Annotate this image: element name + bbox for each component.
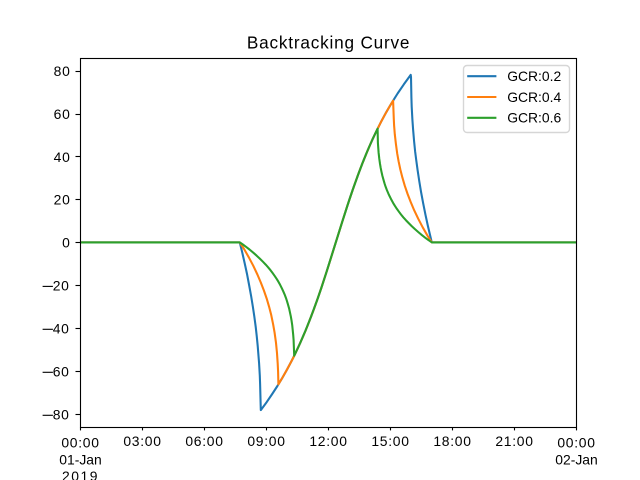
svg-text:GCR:0.4: GCR:0.4 bbox=[507, 89, 561, 105]
svg-text:12:00: 12:00 bbox=[309, 433, 347, 449]
svg-text:40: 40 bbox=[53, 321, 70, 337]
svg-text:40: 40 bbox=[54, 149, 71, 165]
svg-text:60: 60 bbox=[53, 364, 70, 380]
svg-text:80: 80 bbox=[53, 407, 70, 423]
svg-text:60: 60 bbox=[54, 106, 71, 122]
svg-text:18:00: 18:00 bbox=[433, 433, 471, 449]
svg-text:00:00: 00:00 bbox=[61, 435, 99, 451]
svg-text:21:00: 21:00 bbox=[495, 433, 533, 449]
svg-text:15:00: 15:00 bbox=[371, 433, 409, 449]
svg-text:20: 20 bbox=[54, 192, 71, 208]
svg-text:GCR:0.2: GCR:0.2 bbox=[507, 68, 561, 84]
svg-text:06:00: 06:00 bbox=[185, 433, 223, 449]
svg-text:GCR:0.6: GCR:0.6 bbox=[507, 110, 561, 126]
svg-text:0: 0 bbox=[62, 235, 70, 251]
svg-text:01-Jan: 01-Jan bbox=[59, 451, 101, 467]
svg-text:20: 20 bbox=[53, 278, 70, 294]
svg-text:02-Jan: 02-Jan bbox=[555, 451, 597, 467]
svg-text:03:00: 03:00 bbox=[123, 433, 161, 449]
svg-text:80: 80 bbox=[54, 63, 71, 79]
svg-text:09:00: 09:00 bbox=[247, 433, 285, 449]
svg-text:00:00: 00:00 bbox=[557, 435, 595, 451]
svg-text:Backtracking Curve: Backtracking Curve bbox=[247, 32, 410, 52]
svg-text:2019: 2019 bbox=[62, 468, 99, 480]
